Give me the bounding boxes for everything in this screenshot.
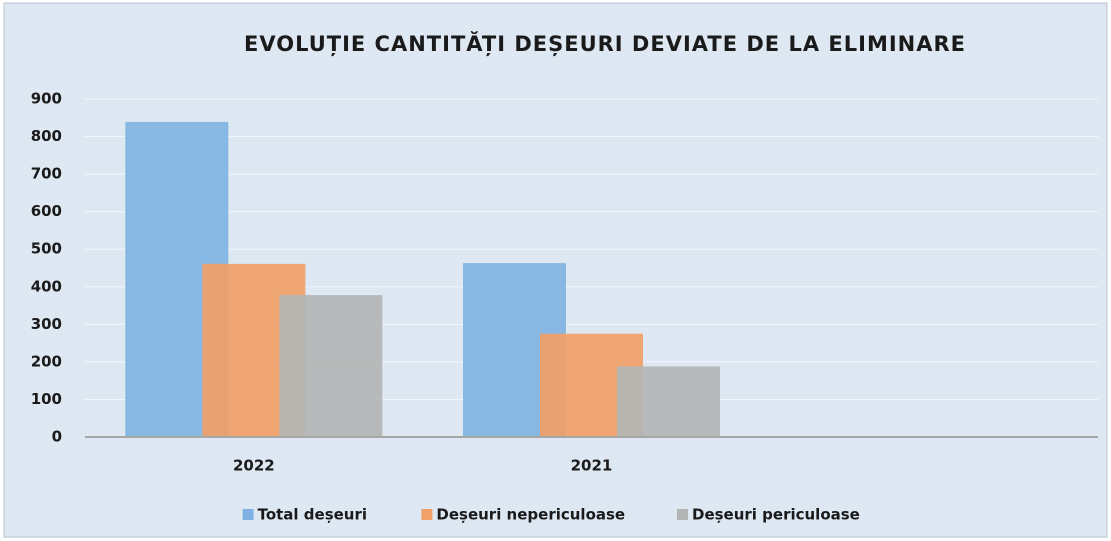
bar (279, 295, 383, 437)
y-tick-label: 600 (31, 202, 62, 220)
y-tick-label: 200 (31, 352, 62, 370)
x-tick-label: 2022 (233, 457, 275, 475)
legend-swatch (242, 509, 254, 520)
legend-label: Total deșeuri (258, 506, 367, 524)
y-tick-label: 400 (31, 277, 62, 295)
y-tick-label: 900 (31, 90, 62, 108)
y-tick-label: 800 (31, 127, 62, 145)
y-tick-label: 100 (31, 390, 62, 408)
y-tick-label: 700 (31, 165, 62, 183)
bar (617, 366, 720, 437)
legend-swatch (421, 509, 433, 520)
legend-label: Deșeuri nepericuloase (436, 506, 625, 524)
x-tick-label: 2021 (571, 457, 613, 475)
y-tick-label: 0 (52, 428, 62, 446)
chart-title: EVOLUȚIE CANTITĂȚI DEȘEURI DEVIATE DE LA… (244, 31, 966, 57)
legend-label: Deșeuri periculoase (692, 506, 860, 524)
y-tick-label: 300 (31, 315, 62, 333)
legend-swatch (677, 509, 688, 520)
y-tick-label: 500 (31, 240, 62, 258)
